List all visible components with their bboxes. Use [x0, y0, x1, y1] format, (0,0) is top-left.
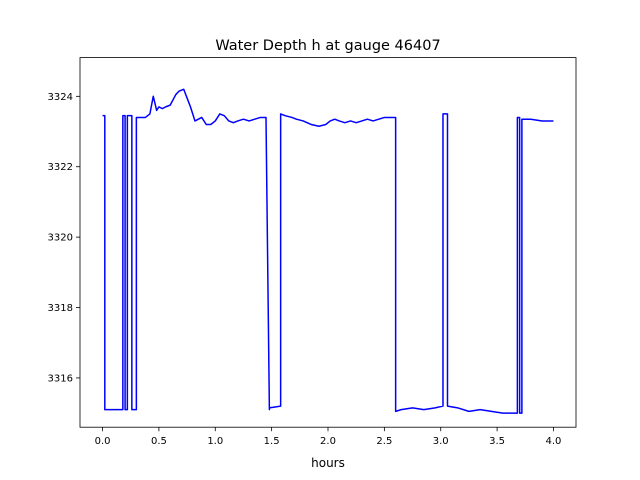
x-tick-label: 0.5	[151, 436, 167, 447]
y-tick-label: 3322	[48, 162, 73, 173]
x-tick-label: 4.0	[546, 436, 562, 447]
x-axis-label: hours	[311, 456, 345, 470]
x-tick-label: 3.0	[433, 436, 449, 447]
x-tick-label: 2.5	[376, 436, 392, 447]
x-axis: 0.0 0.5 1.0 1.5 2.0 2.5 3.0 3.5 4.0	[95, 427, 562, 447]
x-tick-label: 1.0	[207, 436, 223, 447]
y-tick-label: 3320	[48, 233, 73, 244]
x-tick-label: 2.0	[320, 436, 336, 447]
plot-area	[80, 57, 576, 428]
y-tick-label: 3318	[48, 303, 73, 314]
series-layer	[102, 88, 554, 414]
y-axis: 3316 3318 3320 3322 3324	[48, 92, 80, 384]
x-tick-label: 0.0	[95, 436, 111, 447]
y-tick-label: 3316	[48, 373, 73, 384]
y-tick-label: 3324	[48, 92, 73, 103]
chart-title: Water Depth h at gauge 46407	[215, 38, 440, 54]
x-tick-label: 1.5	[264, 436, 280, 447]
series-line-0	[102, 88, 554, 414]
x-tick-label: 3.5	[489, 436, 505, 447]
